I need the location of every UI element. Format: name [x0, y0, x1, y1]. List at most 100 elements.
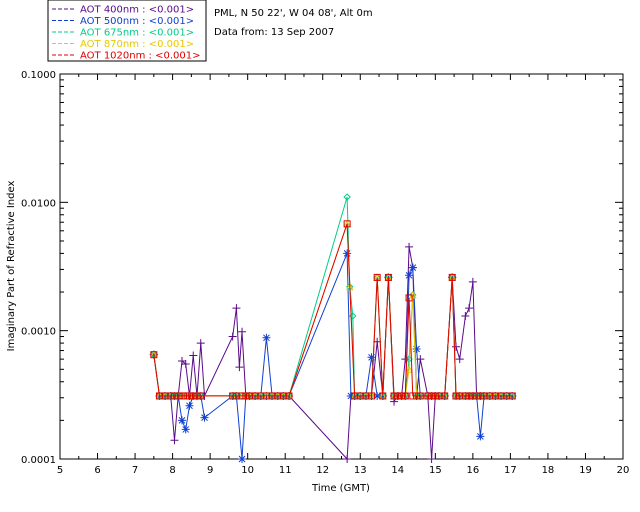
plus-marker — [343, 455, 352, 463]
square-marker — [285, 392, 293, 400]
legend-items: AOT 400nm : <0.001>AOT 500nm : <0.001>AO… — [52, 5, 200, 62]
x-tick-label: 5 — [57, 465, 63, 476]
asterisk-marker — [378, 391, 387, 400]
square-marker — [431, 392, 439, 400]
series-400 — [149, 242, 517, 463]
plus-marker — [181, 359, 190, 368]
square-marker — [185, 392, 193, 400]
square-marker — [174, 392, 182, 400]
square-marker — [182, 392, 190, 400]
plus-marker — [468, 277, 477, 286]
plus-marker — [232, 304, 241, 313]
series-1020 — [150, 220, 516, 400]
plus-marker — [451, 342, 460, 351]
square-marker — [343, 220, 351, 228]
legend-entry: AOT 1020nm : <0.001> — [80, 51, 200, 62]
asterisk-marker — [149, 350, 158, 359]
plus-marker — [427, 455, 436, 463]
x-tick-label: 17 — [504, 465, 517, 476]
asterisk-marker — [373, 391, 382, 400]
x-tick-label: 13 — [354, 465, 367, 476]
square-marker — [189, 392, 197, 400]
y-axis: 0.0001 0.0010 0.0100 0.1000 — [21, 70, 623, 466]
date-label: Data from: 13 Sep 2007 — [214, 27, 334, 38]
asterisk-marker — [405, 271, 414, 280]
series-group — [149, 193, 517, 463]
asterisk-marker — [200, 413, 209, 422]
square-marker — [469, 392, 477, 400]
asterisk-marker — [408, 263, 417, 272]
plus-marker — [228, 332, 237, 341]
square-marker — [150, 351, 158, 359]
legend-entry: AOT 870nm : <0.001> — [80, 39, 194, 50]
square-marker — [441, 392, 449, 400]
legend-entry: AOT 400nm : <0.001> — [80, 5, 194, 16]
asterisk-marker — [177, 416, 186, 425]
x-axis-label: Time (GMT) — [311, 483, 370, 494]
site-label: PML, N 50 22', W 04 08', Alt 0m — [214, 8, 373, 19]
y-tick-label: 0.1000 — [21, 70, 56, 81]
square-marker — [384, 273, 392, 281]
series-line — [153, 223, 513, 397]
plus-marker — [196, 339, 205, 348]
series-line — [153, 223, 513, 397]
square-marker — [238, 392, 246, 400]
square-marker — [390, 392, 398, 400]
plus-marker — [170, 436, 179, 445]
square-marker — [473, 392, 481, 400]
plus-marker — [465, 304, 474, 313]
square-marker — [452, 392, 460, 400]
square-marker — [178, 392, 186, 400]
asterisk-marker — [262, 333, 271, 342]
square-marker — [229, 392, 237, 400]
square-marker — [242, 392, 250, 400]
y-axis-label: Imaginary Part of Refractive Index — [6, 181, 17, 352]
x-tick-label: 16 — [466, 465, 479, 476]
asterisk-marker — [476, 432, 485, 441]
plus-marker — [455, 355, 464, 364]
asterisk-marker — [238, 455, 247, 463]
plus-marker — [405, 242, 414, 251]
asterisk-marker — [343, 249, 352, 258]
asterisk-marker — [181, 425, 190, 434]
square-marker — [405, 294, 413, 302]
asterisk-marker — [367, 353, 376, 362]
square-marker — [398, 392, 406, 400]
square-marker — [197, 392, 205, 400]
square-marker — [167, 392, 175, 400]
square-marker — [409, 392, 417, 400]
square-marker — [465, 392, 473, 400]
square-marker — [368, 392, 376, 400]
x-tick-label: 12 — [316, 465, 329, 476]
series-675 — [150, 193, 516, 400]
y-tick-label: 0.0001 — [21, 455, 56, 466]
square-marker — [448, 273, 456, 281]
square-marker — [170, 392, 178, 400]
square-marker — [416, 392, 424, 400]
square-marker — [476, 392, 484, 400]
x-tick-label: 15 — [429, 465, 442, 476]
x-tick-label: 7 — [132, 465, 138, 476]
plus-marker — [235, 363, 244, 372]
square-marker — [413, 392, 421, 400]
asterisk-marker — [412, 344, 421, 353]
diamond-marker — [343, 193, 351, 201]
legend-entry: AOT 675nm : <0.001> — [80, 28, 194, 39]
x-tick-label: 10 — [241, 465, 254, 476]
x-tick-label: 6 — [94, 465, 100, 476]
x-axis: 5 6 7 8 9 10 11 12 13 14 15 16 17 18 19 20 — [57, 74, 629, 476]
y-tick-label: 0.0100 — [21, 198, 56, 209]
legend-frame — [47, 0, 207, 62]
square-marker — [379, 392, 387, 400]
square-marker — [193, 392, 201, 400]
x-tick-label: 19 — [579, 465, 592, 476]
x-tick-label: 9 — [207, 465, 213, 476]
x-tick-label: 8 — [169, 465, 175, 476]
y-tick-label: 0.0010 — [21, 327, 56, 338]
asterisk-marker — [185, 401, 194, 410]
square-marker — [424, 392, 432, 400]
x-tick-label: 18 — [542, 465, 555, 476]
series-500 — [149, 249, 517, 463]
square-marker — [508, 392, 516, 400]
plus-marker — [401, 355, 410, 364]
